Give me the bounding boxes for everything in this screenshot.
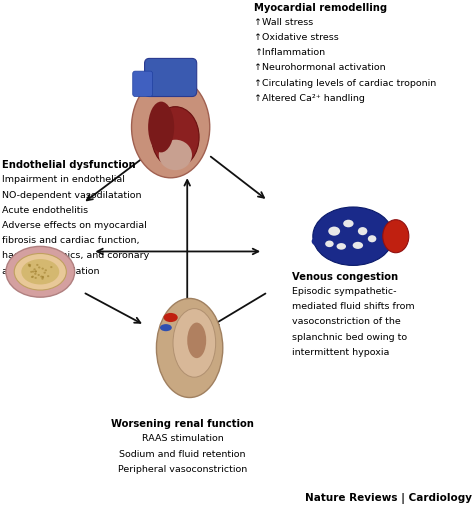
- Ellipse shape: [316, 224, 328, 233]
- Ellipse shape: [35, 270, 37, 272]
- Ellipse shape: [164, 313, 178, 322]
- Ellipse shape: [32, 275, 34, 277]
- Ellipse shape: [42, 276, 44, 278]
- Ellipse shape: [28, 265, 31, 267]
- Text: RAAS stimulation: RAAS stimulation: [142, 434, 223, 443]
- Text: intermittent hypoxia: intermittent hypoxia: [292, 348, 389, 357]
- Text: ↑Oxidative stress: ↑Oxidative stress: [254, 33, 338, 42]
- Ellipse shape: [34, 273, 36, 275]
- Text: Acute endothelitis: Acute endothelitis: [2, 206, 89, 215]
- Ellipse shape: [30, 271, 33, 273]
- Text: Adverse effects on myocardial: Adverse effects on myocardial: [2, 221, 147, 230]
- Ellipse shape: [42, 268, 44, 270]
- Text: Venous congestion: Venous congestion: [292, 272, 398, 282]
- Ellipse shape: [131, 76, 210, 178]
- Text: ↑Inflammation: ↑Inflammation: [254, 48, 325, 57]
- Text: ↑Wall stress: ↑Wall stress: [254, 18, 313, 27]
- Ellipse shape: [328, 227, 340, 236]
- Ellipse shape: [45, 269, 47, 271]
- Text: splanchnic bed owing to: splanchnic bed owing to: [292, 333, 407, 342]
- Text: ↑Altered Ca²⁺ handling: ↑Altered Ca²⁺ handling: [254, 94, 365, 103]
- Ellipse shape: [40, 275, 43, 277]
- Text: Myocardial remodelling: Myocardial remodelling: [254, 3, 387, 13]
- Ellipse shape: [28, 264, 30, 266]
- Ellipse shape: [32, 271, 34, 273]
- Ellipse shape: [173, 309, 216, 377]
- Text: Peripheral vasoconstriction: Peripheral vasoconstriction: [118, 465, 247, 474]
- Ellipse shape: [35, 277, 37, 279]
- Text: ↑Circulating levels of cardiac troponin: ↑Circulating levels of cardiac troponin: [254, 79, 436, 88]
- Ellipse shape: [38, 266, 40, 268]
- Ellipse shape: [35, 270, 37, 272]
- Ellipse shape: [31, 276, 33, 278]
- Ellipse shape: [383, 219, 409, 252]
- Ellipse shape: [50, 266, 53, 268]
- Text: ↑Neurohormonal activation: ↑Neurohormonal activation: [254, 64, 385, 73]
- Ellipse shape: [312, 237, 324, 246]
- Text: Impairment in endothelial: Impairment in endothelial: [2, 175, 125, 184]
- Ellipse shape: [160, 324, 172, 331]
- Ellipse shape: [14, 253, 66, 290]
- Ellipse shape: [343, 219, 354, 228]
- Ellipse shape: [47, 275, 49, 277]
- Text: Endothelial dysfunction: Endothelial dysfunction: [2, 160, 136, 170]
- Ellipse shape: [358, 227, 367, 235]
- Ellipse shape: [28, 265, 30, 267]
- Ellipse shape: [325, 240, 334, 247]
- Text: and renal circulation: and renal circulation: [2, 267, 100, 276]
- Ellipse shape: [156, 298, 223, 397]
- FancyBboxPatch shape: [133, 71, 153, 97]
- Ellipse shape: [353, 242, 363, 249]
- Ellipse shape: [42, 276, 44, 278]
- Ellipse shape: [41, 278, 44, 280]
- Text: Episodic sympathetic-: Episodic sympathetic-: [292, 287, 396, 296]
- Text: Nature Reviews | Cardiology: Nature Reviews | Cardiology: [305, 493, 472, 504]
- Text: fibrosis and cardiac function,: fibrosis and cardiac function,: [2, 236, 140, 245]
- Ellipse shape: [159, 140, 192, 170]
- Ellipse shape: [337, 243, 346, 250]
- Ellipse shape: [44, 272, 46, 274]
- Ellipse shape: [21, 259, 59, 284]
- Ellipse shape: [33, 268, 36, 270]
- Ellipse shape: [368, 235, 376, 242]
- Text: Worsening renal function: Worsening renal function: [111, 419, 254, 429]
- FancyBboxPatch shape: [145, 58, 197, 97]
- Ellipse shape: [6, 246, 75, 297]
- Text: vasoconstriction of the: vasoconstriction of the: [292, 318, 400, 327]
- Ellipse shape: [36, 264, 38, 266]
- Ellipse shape: [37, 274, 40, 276]
- Text: Sodium and fluid retention: Sodium and fluid retention: [119, 450, 246, 459]
- Ellipse shape: [152, 107, 199, 168]
- Ellipse shape: [187, 323, 206, 358]
- Ellipse shape: [313, 207, 393, 265]
- Text: NO-dependent vasodilatation: NO-dependent vasodilatation: [2, 190, 142, 200]
- Ellipse shape: [29, 264, 31, 266]
- Text: haemodynamics, and coronary: haemodynamics, and coronary: [2, 251, 150, 261]
- Ellipse shape: [148, 102, 174, 152]
- Text: mediated fluid shifts from: mediated fluid shifts from: [292, 302, 414, 311]
